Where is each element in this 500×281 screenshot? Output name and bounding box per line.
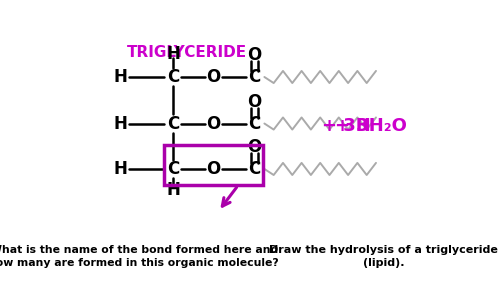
Text: + 3H: + 3H	[322, 117, 370, 135]
Text: O: O	[206, 68, 220, 86]
Text: C: C	[248, 160, 260, 178]
Text: C: C	[167, 115, 179, 133]
Text: H: H	[114, 115, 128, 133]
Text: O: O	[206, 160, 220, 178]
Bar	[164, 145, 263, 185]
Text: What is the name of the bond formed here and
how many are formed in this organic: What is the name of the bond formed here…	[0, 245, 279, 268]
Text: O: O	[247, 46, 262, 64]
Text: Draw the hydrolysis of a triglyceride
(lipid).: Draw the hydrolysis of a triglyceride (l…	[270, 245, 498, 268]
Text: H: H	[114, 160, 128, 178]
Text: O: O	[247, 138, 262, 156]
Text: C: C	[167, 160, 179, 178]
Text: O: O	[206, 115, 220, 133]
Text: H: H	[166, 45, 180, 63]
Text: + 3H₂O: + 3H₂O	[334, 117, 406, 135]
Text: H: H	[114, 68, 128, 86]
Text: O: O	[247, 93, 262, 111]
Text: C: C	[248, 68, 260, 86]
Text: H: H	[166, 180, 180, 198]
Text: C: C	[248, 115, 260, 133]
Text: C: C	[167, 68, 179, 86]
Text: TRIGLYCERIDE: TRIGLYCERIDE	[126, 45, 246, 60]
